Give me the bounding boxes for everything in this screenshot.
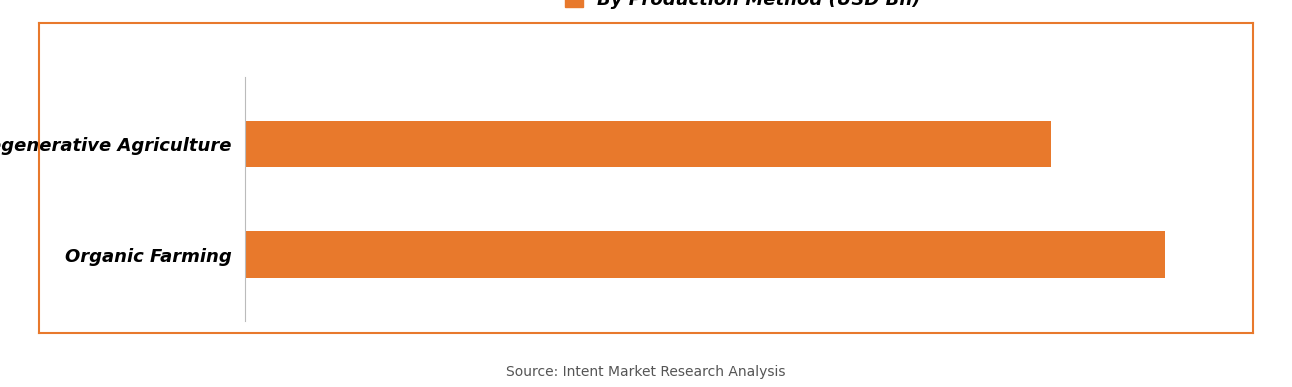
Bar — [245, 121, 1050, 167]
Legend: By Production Method (USD Bn): By Production Method (USD Bn) — [558, 0, 928, 17]
Text: Source: Intent Market Research Analysis: Source: Intent Market Research Analysis — [506, 365, 786, 378]
Bar — [245, 231, 1164, 278]
